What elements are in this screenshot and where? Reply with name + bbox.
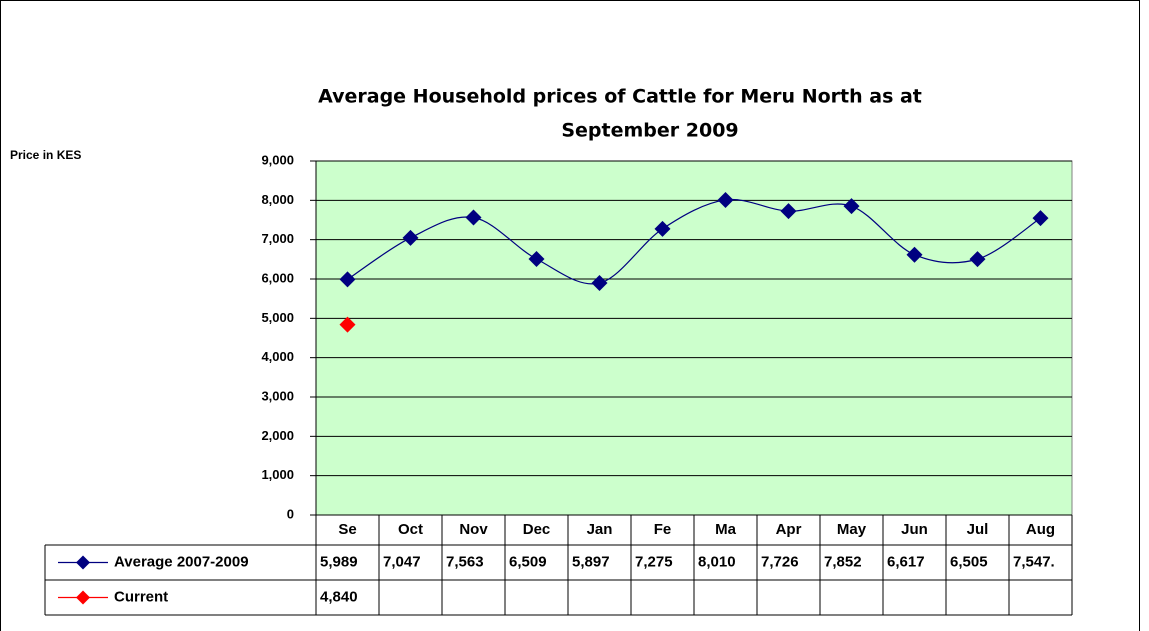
point-marker: [402, 229, 419, 246]
point-marker: [339, 271, 356, 288]
x-tick-label: Jun: [901, 521, 928, 538]
point-marker: [1032, 210, 1049, 227]
point-marker: [906, 246, 923, 263]
point-marker: [843, 198, 860, 215]
point-marker: [465, 209, 482, 226]
data-label: 6,509: [509, 553, 547, 570]
x-tick-label: Nov: [459, 521, 488, 538]
data-label: 5,989: [320, 553, 358, 570]
data-label: 7,852: [824, 553, 862, 570]
data-label: 6,617: [887, 553, 925, 570]
y-tick-label: 5,000: [261, 310, 294, 325]
x-tick-label: Oct: [398, 521, 423, 538]
y-tick-label: 3,000: [261, 388, 294, 403]
legend-label: Average 2007-2009: [114, 553, 249, 570]
x-tick-label: Jan: [587, 521, 613, 538]
data-label: 7,563: [446, 553, 484, 570]
legend-marker: [76, 590, 90, 605]
y-tick-label: 6,000: [261, 270, 294, 285]
y-tick-label: 4,000: [261, 349, 294, 364]
point-marker: [780, 203, 797, 220]
point-marker: [591, 275, 608, 292]
x-tick-label: Dec: [523, 521, 551, 538]
point-marker: [654, 220, 671, 237]
y-tick-label: 0: [287, 506, 294, 521]
x-tick-label: Ma: [715, 521, 736, 538]
y-tick-label: 1,000: [261, 467, 294, 482]
point-marker: [717, 191, 734, 208]
y-axis-label: Price in KES: [10, 148, 81, 162]
point-marker: [339, 316, 356, 333]
x-tick-label: May: [837, 521, 867, 538]
x-tick-label: Apr: [776, 521, 802, 538]
chart-title: September 2009: [561, 120, 738, 142]
y-tick-label: 7,000: [261, 231, 294, 246]
data-label: 7,726: [761, 553, 799, 570]
data-label: 6,505: [950, 553, 988, 570]
y-tick-label: 8,000: [261, 192, 294, 207]
y-tick-label: 2,000: [261, 428, 294, 443]
point-marker: [969, 251, 986, 268]
data-label: 7,547.: [1013, 553, 1055, 570]
data-label: 7,275: [635, 553, 673, 570]
data-label: 8,010: [698, 553, 736, 570]
x-tick-label: Se: [338, 521, 356, 538]
chart-title: Average Household prices of Cattle for M…: [318, 86, 922, 108]
point-marker: [528, 250, 545, 267]
legend-marker: [76, 555, 90, 570]
x-tick-label: Jul: [967, 521, 989, 538]
legend-label: Current: [114, 588, 168, 605]
x-tick-label: Fe: [654, 521, 672, 538]
data-label: 4,840: [320, 588, 358, 605]
y-tick-label: 9,000: [261, 152, 294, 167]
x-tick-label: Aug: [1026, 521, 1055, 538]
data-label: 7,047: [383, 553, 421, 570]
plot-area: [315, 160, 1073, 516]
data-label: 5,897: [572, 553, 610, 570]
